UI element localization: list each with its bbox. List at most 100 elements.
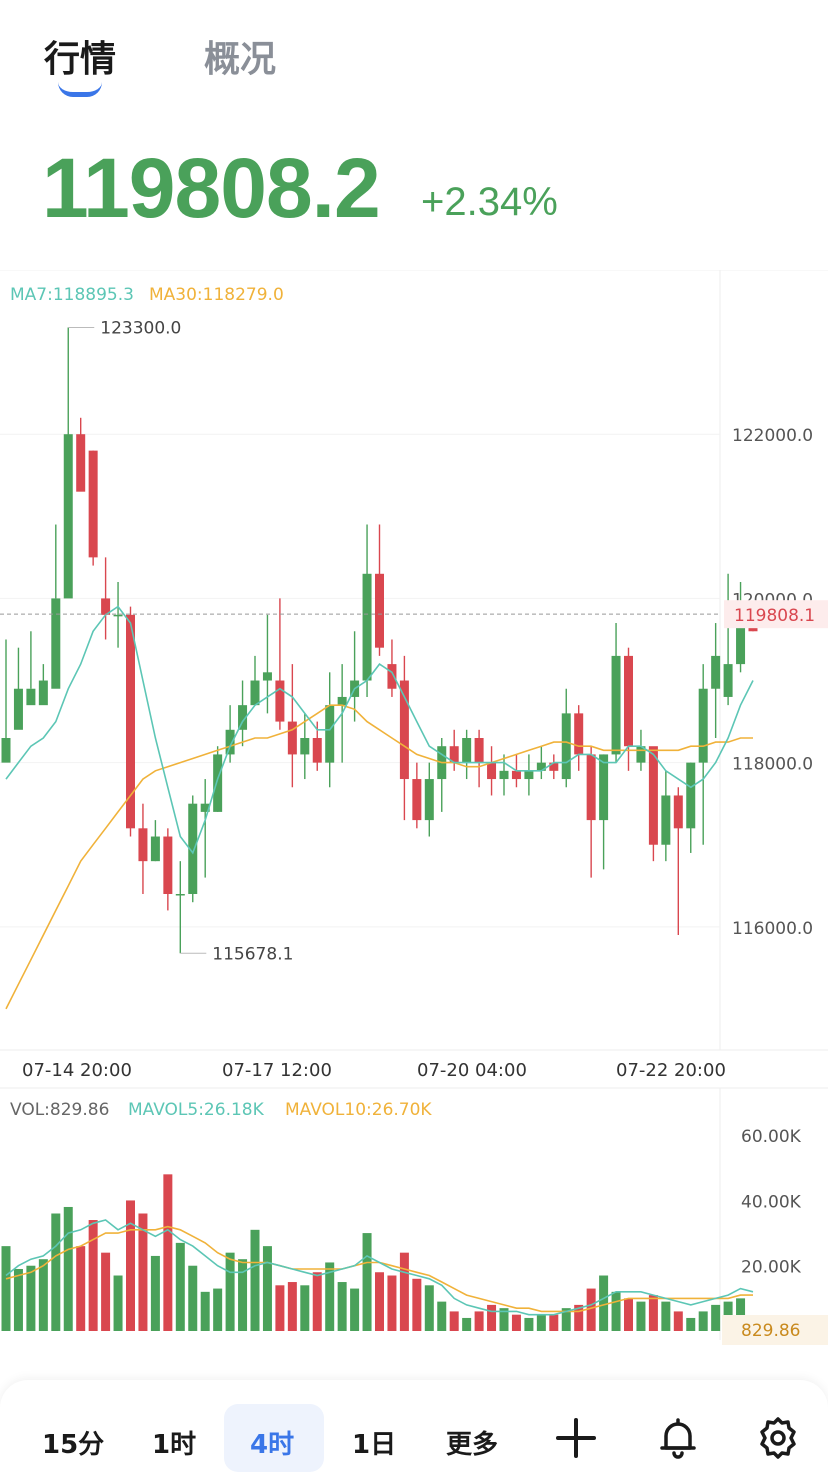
price-axis-tick-label: 122000.0 — [732, 426, 813, 446]
timeframe-4h[interactable]: 4时 — [250, 1430, 295, 1460]
candle-body — [88, 450, 98, 558]
volume-bar — [661, 1301, 671, 1331]
volume-bar — [337, 1282, 347, 1331]
mavol5-legend: MAVOL5:26.18K — [128, 1100, 265, 1120]
candle-body — [686, 762, 696, 829]
volume-bar — [163, 1174, 173, 1331]
candle-body — [26, 688, 36, 706]
candle-body — [262, 672, 272, 681]
candle-body — [424, 779, 434, 821]
time-axis-label: 07-20 04:00 — [417, 1060, 527, 1081]
volume-bar — [549, 1314, 559, 1331]
current-price-label-bg — [724, 600, 828, 629]
volume-bar — [524, 1317, 534, 1331]
timeframe-15m[interactable]: 15分 — [42, 1430, 105, 1460]
candle-body — [524, 770, 534, 780]
last-price: 119808.2 — [42, 141, 381, 235]
candle-body — [661, 795, 671, 845]
candle-body — [624, 655, 633, 747]
price-change-percent: +2.34% — [421, 180, 558, 224]
candle-body — [648, 746, 658, 845]
candle-body — [126, 614, 135, 829]
tab-quote[interactable]: 行情 — [44, 39, 117, 80]
candle-body — [474, 738, 484, 763]
active-timeframe-highlight — [224, 1404, 324, 1472]
volume-bar — [424, 1285, 434, 1331]
candle-body — [337, 696, 347, 706]
volume-bar — [113, 1275, 123, 1331]
candle-body — [13, 688, 23, 730]
volume-bar — [238, 1259, 248, 1331]
tab-overview[interactable]: 概况 — [204, 39, 277, 80]
top-tabs: 行情 概况 — [0, 0, 828, 110]
volume-bar — [26, 1265, 36, 1331]
ma30-legend: MA30:118279.0 — [149, 285, 284, 305]
ma7-line — [5, 605, 754, 855]
volume-bar — [188, 1265, 198, 1331]
volume-bar — [325, 1262, 335, 1331]
crosshair-plus-icon[interactable] — [554, 1416, 598, 1460]
volume-bar — [599, 1275, 609, 1331]
kline-chart[interactable]: 122000.0120000.0118000.0116000.0MA7:1188… — [0, 270, 828, 1350]
volume-current-label: 829.86 — [741, 1321, 800, 1341]
volume-bar — [287, 1282, 297, 1331]
volume-axis-tick-label: 40.00K — [741, 1192, 802, 1212]
candle-body — [698, 688, 708, 763]
volume-bar — [362, 1233, 372, 1331]
volume-bar — [474, 1311, 484, 1331]
candle-body — [200, 803, 210, 812]
ma30-line — [5, 704, 753, 1010]
candle-body — [1, 738, 11, 763]
timeframe-more[interactable]: 更多 — [446, 1430, 499, 1460]
candle-body — [51, 598, 61, 689]
candle-body — [287, 721, 297, 755]
volume-bar — [51, 1213, 61, 1331]
price-axis-tick-label: 116000.0 — [732, 919, 813, 939]
bottom-toolbar: 15分 1时 4时 1日 更多 — [0, 1380, 828, 1472]
volume-bar — [387, 1275, 397, 1331]
volume-bar — [437, 1301, 447, 1331]
candle-body — [375, 573, 384, 648]
volume-bar — [88, 1220, 98, 1331]
volume-bar — [76, 1246, 86, 1331]
timeframe-1d[interactable]: 1日 — [352, 1430, 397, 1460]
candle-body — [325, 705, 335, 763]
volume-bar — [150, 1255, 160, 1331]
timeframe-1h[interactable]: 1时 — [152, 1430, 197, 1460]
volume-bar — [586, 1288, 596, 1331]
bell-icon[interactable] — [656, 1416, 700, 1460]
candle-body — [549, 762, 559, 771]
candle-body — [536, 762, 546, 771]
volume-bar — [200, 1291, 210, 1331]
candle-body — [188, 803, 198, 894]
candle-body — [449, 746, 459, 763]
volume-bar — [561, 1308, 571, 1331]
volume-bar — [487, 1304, 497, 1331]
gear-icon[interactable] — [756, 1416, 800, 1460]
volume-bar — [225, 1252, 235, 1331]
candle-body — [487, 762, 497, 780]
price-axis-tick-label: 118000.0 — [732, 755, 813, 775]
volume-bar — [574, 1304, 584, 1331]
current-price-label: 119808.1 — [734, 606, 815, 626]
volume-bar — [213, 1288, 223, 1331]
candle-body — [63, 434, 73, 599]
volume-bar — [138, 1213, 148, 1331]
candle-body — [499, 770, 509, 780]
candle-body — [275, 680, 285, 722]
volume-bar — [686, 1317, 696, 1331]
volume-bar — [624, 1298, 633, 1331]
volume-bar — [262, 1246, 272, 1331]
mavol10-legend: MAVOL10:26.70K — [285, 1100, 432, 1120]
time-axis-label: 07-22 20:00 — [616, 1060, 726, 1081]
volume-bar — [175, 1242, 185, 1331]
candle-body — [250, 680, 260, 706]
candle-body — [399, 680, 409, 780]
candle-body — [150, 836, 160, 862]
volume-axis-tick-label: 60.00K — [741, 1127, 802, 1147]
candle-body — [412, 779, 422, 821]
volume-bar — [636, 1301, 646, 1331]
candle-body — [711, 655, 721, 689]
volume-bar — [101, 1252, 111, 1331]
volume-bar — [375, 1272, 384, 1331]
